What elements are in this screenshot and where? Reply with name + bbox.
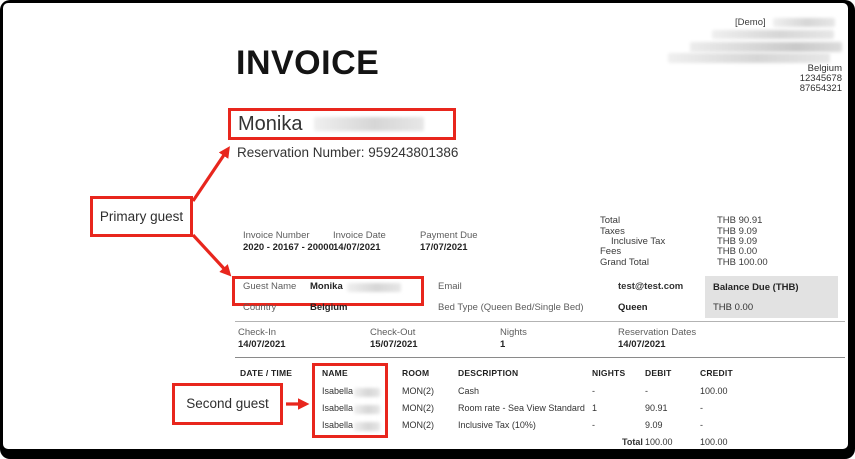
ledger-description: Room rate - Sea View Standard xyxy=(458,403,585,413)
payment-due-label: Payment Due xyxy=(420,230,478,241)
col-header-nights: NIGHTS xyxy=(592,368,626,378)
ledger-total-debit: 100.00 xyxy=(645,437,673,447)
ledger-debit: 9.09 xyxy=(645,420,663,430)
balance-due-value: THB 0.00 xyxy=(713,302,754,313)
col-header-debit: DEBIT xyxy=(645,368,672,378)
balance-due-panel: Balance Due (THB) THB 0.00 xyxy=(705,276,838,318)
invoice-number-value: 2020 - 20167 - 20000 xyxy=(243,242,334,253)
ledger-nights: 1 xyxy=(592,403,598,413)
company-contact-block: Belgium 12345678 87654321 xyxy=(800,64,842,94)
second-guest-callout-label: Second guest xyxy=(186,396,269,412)
redacted-bar xyxy=(668,53,830,63)
redacted-name xyxy=(354,388,380,397)
guest-name-label: Guest Name xyxy=(243,281,297,292)
redacted-bar xyxy=(773,18,835,27)
taxes-value: THB 9.09 xyxy=(717,226,758,237)
redacted-last-name xyxy=(314,117,425,131)
col-header-description: DESCRIPTION xyxy=(458,368,519,378)
ledger-credit: - xyxy=(700,403,703,413)
redacted-name xyxy=(354,422,380,431)
grand-total-label: Grand Total xyxy=(600,257,649,268)
divider xyxy=(235,357,845,358)
ledger-description: Inclusive Tax (10%) xyxy=(458,420,536,430)
check-in-value: 14/07/2021 xyxy=(238,339,286,350)
check-out-value: 15/07/2021 xyxy=(370,339,418,350)
company-number1: 12345678 xyxy=(799,73,842,84)
bed-type-value: Queen xyxy=(618,302,648,313)
nights-value: 1 xyxy=(500,339,506,350)
grand-total-value: THB 100.00 xyxy=(717,257,768,268)
guest-name-row-highlight xyxy=(232,276,424,306)
fees-value: THB 0.00 xyxy=(717,246,758,257)
ledger-debit: 90.91 xyxy=(645,403,668,413)
primary-guest-callout: Primary guest xyxy=(90,196,193,237)
payment-due-value: 17/07/2021 xyxy=(420,242,468,253)
ledger-name: Isabella xyxy=(322,403,354,413)
ledger-name: Isabella xyxy=(322,420,354,430)
ledger-nights: - xyxy=(592,386,595,396)
second-guest-callout: Second guest xyxy=(172,383,283,425)
reservation-dates-label: Reservation Dates xyxy=(618,327,697,338)
ledger-name: Isabella xyxy=(322,386,354,396)
invoice-title: INVOICE xyxy=(236,44,380,82)
col-header-date-time: DATE / TIME xyxy=(240,368,293,378)
check-in-label: Check-In xyxy=(238,327,277,338)
ledger-nights: - xyxy=(592,420,595,430)
total-label: Total xyxy=(600,215,621,226)
invoice-page xyxy=(3,3,848,449)
company-country: Belgium xyxy=(807,63,842,74)
demo-tag: [Demo] xyxy=(735,17,766,28)
ledger-credit: 100.00 xyxy=(700,386,728,396)
country-label: Country xyxy=(243,302,277,313)
col-header-credit: CREDIT xyxy=(700,368,733,378)
ledger-room: MON(2) xyxy=(402,386,434,396)
fees-label: Fees xyxy=(600,246,622,257)
ledger-description: Cash xyxy=(458,386,480,396)
ledger-room: MON(2) xyxy=(402,420,434,430)
col-header-name: NAME xyxy=(322,368,348,378)
company-number2: 87654321 xyxy=(799,83,842,94)
inclusive-tax-value: THB 9.09 xyxy=(717,236,758,247)
taxes-label: Taxes xyxy=(600,226,625,237)
redacted-guest-surname xyxy=(347,283,401,292)
country-value: Belgium xyxy=(310,302,348,313)
invoice-date-label: Invoice Date xyxy=(333,230,386,241)
reservation-number: Reservation Number: 959243801386 xyxy=(237,145,459,160)
col-header-room: ROOM xyxy=(402,368,430,378)
reservation-dates-value: 14/07/2021 xyxy=(618,339,666,350)
total-value: THB 90.91 xyxy=(717,215,763,226)
redacted-bar xyxy=(690,42,842,52)
ledger-room: MON(2) xyxy=(402,403,434,413)
primary-guest-name-highlight: Monika xyxy=(228,108,456,140)
invoice-date-value: 14/07/2021 xyxy=(333,242,381,253)
email-value: test@test.com xyxy=(618,281,684,292)
nights-label: Nights xyxy=(500,327,527,338)
second-guest-column-highlight xyxy=(312,363,388,438)
guest-name-value: Monika xyxy=(310,281,343,292)
bed-type-label: Bed Type (Queen Bed/Single Bed) xyxy=(438,302,584,313)
ledger-total-credit: 100.00 xyxy=(700,437,728,447)
check-out-label: Check-Out xyxy=(370,327,416,338)
inclusive-tax-label: Inclusive Tax xyxy=(611,236,666,247)
redacted-bar xyxy=(712,30,834,39)
primary-guest-callout-label: Primary guest xyxy=(99,208,184,224)
ledger-total-label: Total xyxy=(622,437,643,447)
invoice-number-label: Invoice Number xyxy=(243,230,310,241)
ledger-debit: - xyxy=(645,386,648,396)
divider xyxy=(235,321,845,322)
email-label: Email xyxy=(438,281,462,292)
redacted-name xyxy=(354,405,380,414)
ledger-credit: - xyxy=(700,420,703,430)
guest-first-name: Monika xyxy=(238,112,303,135)
balance-due-label: Balance Due (THB) xyxy=(713,282,799,293)
